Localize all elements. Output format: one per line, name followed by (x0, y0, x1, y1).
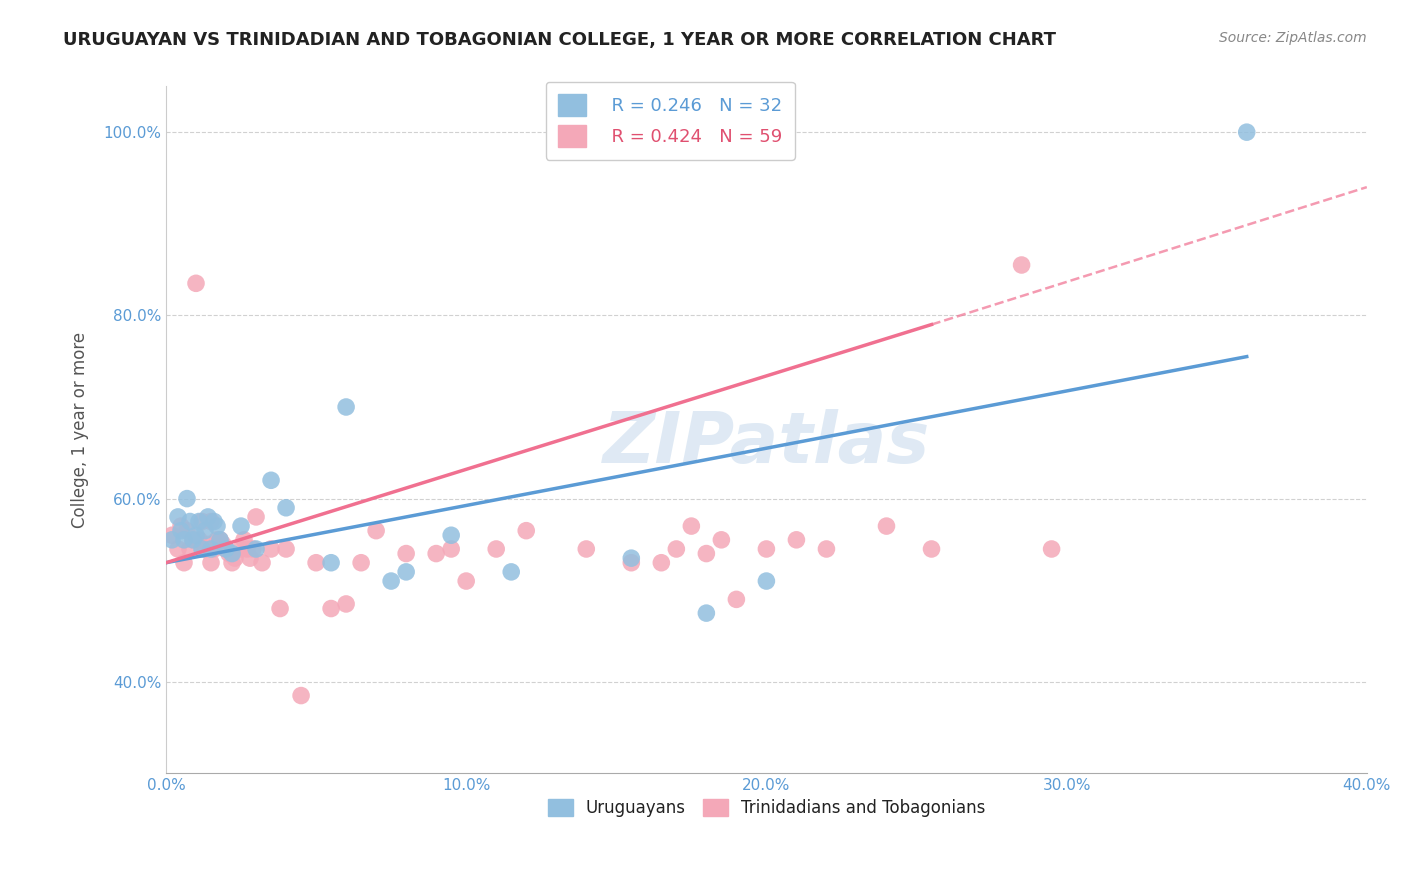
Point (221, 556, 243, 570)
Point (269, 601, 291, 615)
Point (380, 574, 402, 588)
Point (274, 500, 297, 515)
Point (395, 547, 418, 561)
Point (221, 547, 243, 561)
Point (191, 541, 214, 556)
Y-axis label: College, 1 year or more: College, 1 year or more (72, 332, 89, 528)
Point (815, 541, 838, 556)
Point (260, 541, 283, 556)
Point (208, 533, 231, 547)
Point (167, 510, 190, 524)
Point (200, 515, 222, 529)
Text: Source: ZipAtlas.com: Source: ZipAtlas.com (1219, 31, 1367, 45)
Point (440, 528, 463, 542)
Point (167, 541, 190, 556)
Point (681, 519, 703, 533)
Point (233, 533, 256, 547)
Point (440, 541, 463, 556)
Point (1236, 125, 1258, 139)
Point (184, 528, 207, 542)
Point (212, 537, 235, 551)
Point (184, 277, 207, 291)
Point (1040, 541, 1063, 556)
Point (260, 473, 283, 487)
Point (215, 541, 238, 556)
Point (236, 541, 259, 556)
Point (200, 556, 222, 570)
Point (695, 547, 717, 561)
Point (515, 524, 537, 538)
Text: ZIPatlas: ZIPatlas (603, 409, 931, 478)
Point (319, 556, 342, 570)
Point (170, 519, 193, 533)
Point (245, 510, 267, 524)
Point (170, 524, 193, 538)
Point (921, 541, 943, 556)
Point (179, 515, 201, 529)
Point (305, 556, 328, 570)
Point (620, 551, 643, 566)
Point (242, 541, 264, 556)
Point (335, 400, 357, 414)
Point (250, 556, 273, 570)
Point (1011, 258, 1033, 272)
Point (456, 574, 478, 588)
Point (181, 533, 204, 547)
Point (208, 533, 231, 547)
Point (160, 533, 183, 547)
Point (229, 519, 252, 533)
Point (218, 547, 240, 561)
Point (188, 515, 211, 529)
Point (710, 533, 733, 547)
Point (173, 556, 195, 570)
Text: URUGUAYAN VS TRINIDADIAN AND TOBAGONIAN COLLEGE, 1 YEAR OR MORE CORRELATION CHAR: URUGUAYAN VS TRINIDADIAN AND TOBAGONIAN … (63, 31, 1056, 49)
Point (197, 510, 219, 524)
Point (194, 524, 217, 538)
Point (425, 547, 447, 561)
Point (695, 606, 717, 620)
Point (179, 541, 201, 556)
Point (191, 515, 214, 529)
Point (620, 556, 643, 570)
Point (290, 689, 312, 703)
Point (160, 528, 183, 542)
Point (335, 597, 357, 611)
Point (188, 533, 211, 547)
Point (319, 601, 342, 615)
Point (194, 541, 217, 556)
Point (181, 533, 204, 547)
Point (876, 519, 898, 533)
Point (205, 533, 228, 547)
Point (205, 519, 228, 533)
Point (215, 541, 238, 556)
Point (785, 533, 807, 547)
Point (200, 541, 222, 556)
Point (755, 541, 778, 556)
Point (575, 541, 598, 556)
Point (229, 541, 252, 556)
Point (224, 551, 246, 566)
Point (395, 565, 418, 579)
Point (173, 533, 195, 547)
Point (274, 541, 297, 556)
Point (485, 541, 508, 556)
Point (202, 515, 225, 529)
Point (176, 524, 198, 538)
Point (650, 556, 672, 570)
Point (197, 537, 219, 551)
Point (202, 541, 225, 556)
Point (725, 592, 748, 607)
Point (665, 541, 688, 556)
Point (350, 556, 373, 570)
Point (239, 551, 262, 566)
Point (501, 565, 523, 579)
Legend: Uruguayans, Trinidadians and Tobagonians: Uruguayans, Trinidadians and Tobagonians (541, 792, 991, 823)
Point (366, 524, 388, 538)
Point (245, 541, 267, 556)
Point (755, 574, 778, 588)
Point (176, 491, 198, 506)
